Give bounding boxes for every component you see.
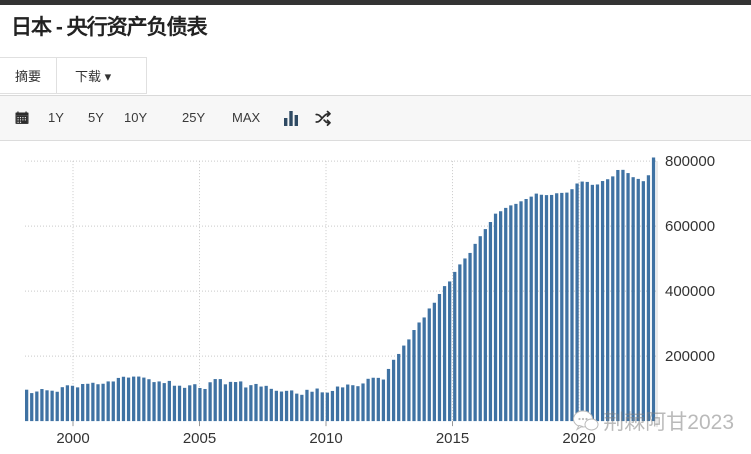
svg-text:2010: 2010 (309, 430, 342, 447)
svg-text:200000: 200000 (665, 348, 715, 365)
svg-text:2005: 2005 (183, 430, 216, 447)
svg-text:2000: 2000 (56, 430, 89, 447)
svg-text:2015: 2015 (436, 430, 469, 447)
svg-text:600000: 600000 (665, 218, 715, 235)
svg-text:800000: 800000 (665, 153, 715, 170)
svg-text:400000: 400000 (665, 283, 715, 300)
